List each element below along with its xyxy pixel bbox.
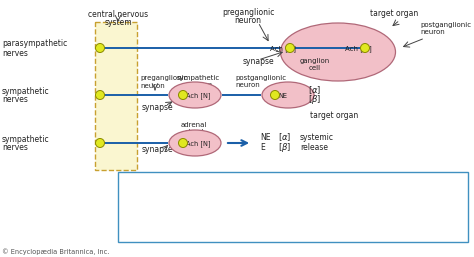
- Text: E: E: [260, 143, 265, 152]
- Circle shape: [361, 43, 370, 52]
- Text: adrenal: adrenal: [181, 122, 207, 128]
- Ellipse shape: [169, 82, 221, 108]
- Text: E  Epinephrine: E Epinephrine: [123, 193, 182, 199]
- Text: sympathetic: sympathetic: [2, 134, 50, 143]
- Text: NE: NE: [278, 93, 287, 99]
- Text: gland: gland: [184, 129, 204, 135]
- Ellipse shape: [262, 82, 314, 108]
- Text: neuron: neuron: [235, 16, 262, 25]
- Text: ganglion: ganglion: [183, 82, 213, 88]
- Text: [M]  Muscarinic acetylcholine receptor: [M] Muscarinic acetylcholine receptor: [248, 193, 386, 199]
- Circle shape: [95, 43, 104, 52]
- Ellipse shape: [281, 23, 395, 81]
- Text: nerves: nerves: [2, 96, 28, 105]
- Circle shape: [271, 90, 280, 99]
- Circle shape: [179, 90, 188, 99]
- Text: nerves: nerves: [2, 143, 28, 152]
- Circle shape: [95, 139, 104, 148]
- Text: Ach [N]: Ach [N]: [186, 141, 210, 147]
- FancyBboxPatch shape: [95, 22, 137, 170]
- Text: target organ: target organ: [370, 10, 418, 19]
- FancyBboxPatch shape: [118, 172, 468, 242]
- Text: [$\alpha$]   Norepinephrine receptor subtype: [$\alpha$] Norepinephrine receptor subty…: [248, 205, 388, 215]
- Ellipse shape: [169, 130, 221, 156]
- Text: © Encyclopædia Britannica, Inc.: © Encyclopædia Britannica, Inc.: [2, 249, 109, 255]
- Circle shape: [285, 43, 294, 52]
- Text: synapse: synapse: [243, 58, 274, 67]
- Text: [$\beta$]: [$\beta$]: [308, 94, 321, 106]
- Text: parasympathetic: parasympathetic: [2, 40, 67, 49]
- Text: sympathetic: sympathetic: [176, 75, 219, 81]
- Text: synapse: synapse: [142, 104, 173, 113]
- Text: sympathetic: sympathetic: [2, 87, 50, 96]
- Text: [$\beta$]: [$\beta$]: [278, 142, 291, 154]
- Text: Ach [M]: Ach [M]: [345, 46, 372, 52]
- Text: [$\alpha$]: [$\alpha$]: [278, 131, 292, 143]
- Text: nerves: nerves: [2, 49, 28, 58]
- Text: NE: NE: [260, 133, 271, 142]
- Text: systemic: systemic: [300, 133, 334, 142]
- Text: preganglionic: preganglionic: [222, 8, 274, 17]
- Text: postganglionic: postganglionic: [235, 75, 286, 81]
- Text: target organ: target organ: [310, 112, 358, 121]
- Text: central nervous: central nervous: [88, 10, 148, 19]
- Text: neuron: neuron: [235, 82, 260, 88]
- Text: postganglionic
neuron: postganglionic neuron: [420, 22, 471, 34]
- Text: [N]   Nicotinic acetylcholine receptor: [N] Nicotinic acetylcholine receptor: [248, 179, 380, 185]
- Text: Ach  Acetylcholine: Ach Acetylcholine: [123, 179, 189, 185]
- Text: Ach [N]: Ach [N]: [186, 93, 210, 99]
- Text: Ach [N]: Ach [N]: [270, 46, 296, 52]
- Text: neuron: neuron: [140, 83, 165, 89]
- Text: [$\alpha$]: [$\alpha$]: [308, 84, 321, 96]
- Text: synapse: synapse: [142, 145, 173, 154]
- Text: ganglion
cell: ganglion cell: [300, 59, 330, 71]
- Circle shape: [95, 90, 104, 99]
- Text: [$\beta$]   Norepinephrine receptor subtype: [$\beta$] Norepinephrine receptor subtyp…: [248, 219, 388, 229]
- Circle shape: [179, 139, 188, 148]
- Text: system: system: [104, 18, 132, 27]
- Text: release: release: [300, 143, 328, 152]
- Text: preganglionic: preganglionic: [140, 75, 188, 81]
- Text: NE  Norepinephrine: NE Norepinephrine: [123, 207, 193, 213]
